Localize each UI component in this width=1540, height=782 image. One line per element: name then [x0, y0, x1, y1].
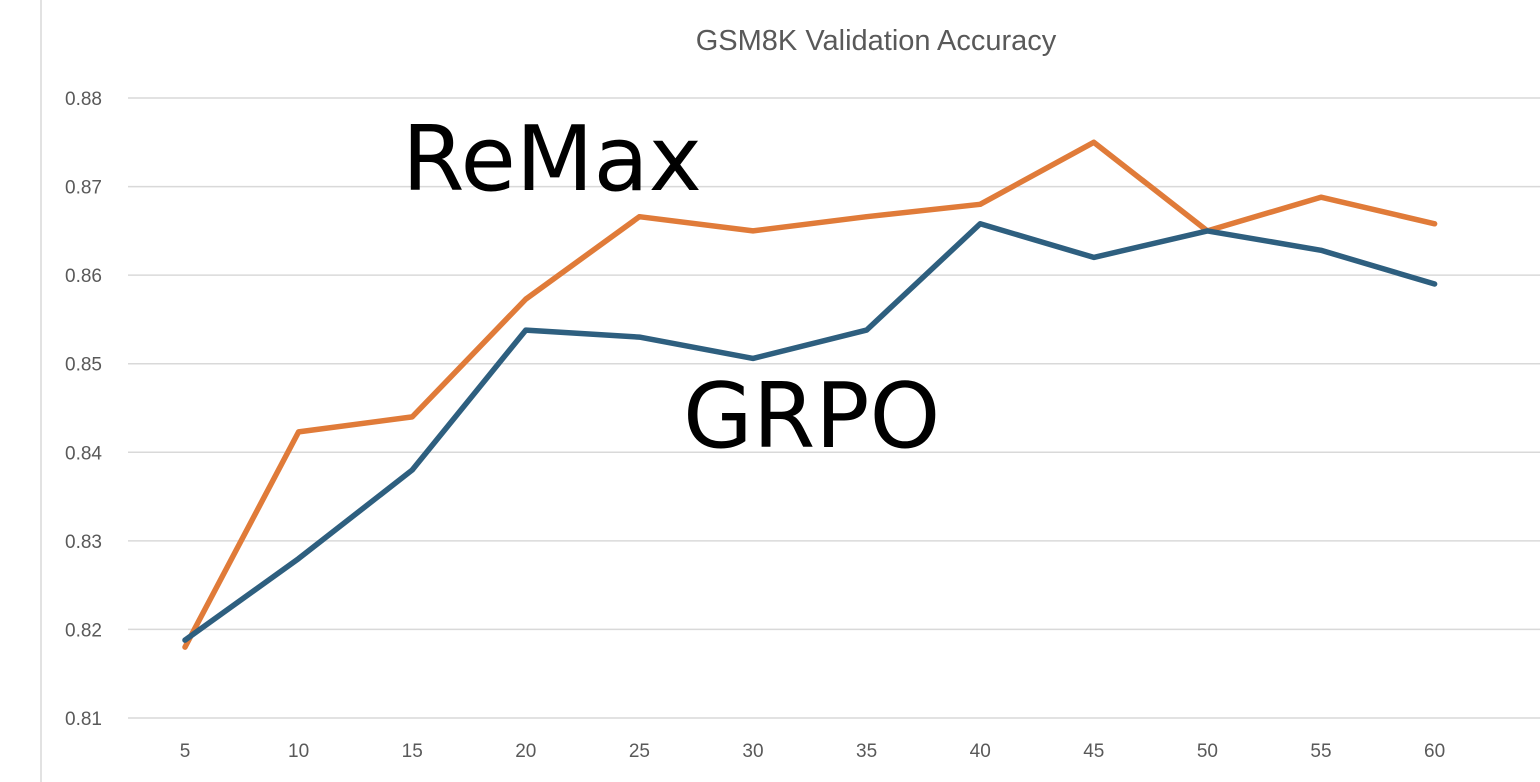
series-lines: [182, 139, 1438, 650]
data-point-grpo: [296, 556, 302, 562]
chart-title: GSM8K Validation Accuracy: [696, 25, 1057, 57]
data-point-remax: [1318, 194, 1324, 200]
y-tick-label: 0.86: [65, 266, 102, 287]
data-point-grpo: [1204, 228, 1210, 234]
data-point-grpo: [523, 327, 529, 333]
x-tick-label: 10: [288, 741, 309, 762]
data-point-remax: [636, 214, 642, 220]
gridlines: [128, 97, 1540, 719]
x-tick-label: 55: [1310, 741, 1331, 762]
remax-annotation: ReMax: [402, 107, 702, 212]
y-tick-label: 0.83: [65, 532, 102, 553]
data-point-grpo: [977, 221, 983, 227]
data-point-remax: [977, 201, 983, 207]
y-tick-label: 0.87: [65, 178, 102, 199]
x-tick-label: 35: [856, 741, 877, 762]
data-point-grpo: [864, 327, 870, 333]
data-point-remax: [1091, 139, 1097, 145]
x-axis-tick-labels: 5 10 15 20 25 30 35 40 45 50 55 60: [180, 741, 1445, 762]
data-point-remax: [523, 296, 529, 302]
data-point-grpo: [1432, 281, 1438, 287]
y-tick-label: 0.85: [65, 355, 102, 376]
data-point-grpo: [1091, 254, 1097, 260]
data-point-grpo: [636, 334, 642, 340]
x-tick-label: 25: [629, 741, 650, 762]
x-tick-label: 40: [970, 741, 991, 762]
y-tick-label: 0.82: [65, 620, 102, 641]
data-point-grpo: [409, 467, 415, 473]
y-tick-label: 0.84: [65, 443, 102, 464]
x-tick-label: 5: [180, 741, 191, 762]
x-tick-label: 45: [1083, 741, 1104, 762]
data-point-grpo: [182, 637, 188, 643]
data-point-remax: [409, 414, 415, 420]
series-line-grpo: [182, 221, 1438, 643]
data-point-remax: [296, 429, 302, 435]
x-tick-label: 30: [742, 741, 763, 762]
data-point-grpo: [750, 355, 756, 361]
data-point-remax: [1432, 221, 1438, 227]
data-point-remax: [182, 644, 188, 650]
y-tick-label: 0.88: [65, 89, 102, 110]
y-axis-tick-labels: 0.81 0.82 0.83 0.84 0.85 0.86 0.87 0.88: [65, 89, 102, 730]
grpo-annotation: GRPO: [683, 364, 940, 469]
x-tick-label: 60: [1424, 741, 1445, 762]
series-line-remax: [182, 139, 1438, 650]
x-tick-label: 15: [402, 741, 423, 762]
x-tick-label: 20: [515, 741, 536, 762]
data-point-remax: [864, 214, 870, 220]
x-tick-label: 50: [1197, 741, 1218, 762]
y-tick-label: 0.81: [65, 709, 102, 730]
data-point-remax: [750, 228, 756, 234]
data-point-grpo: [1318, 247, 1324, 253]
